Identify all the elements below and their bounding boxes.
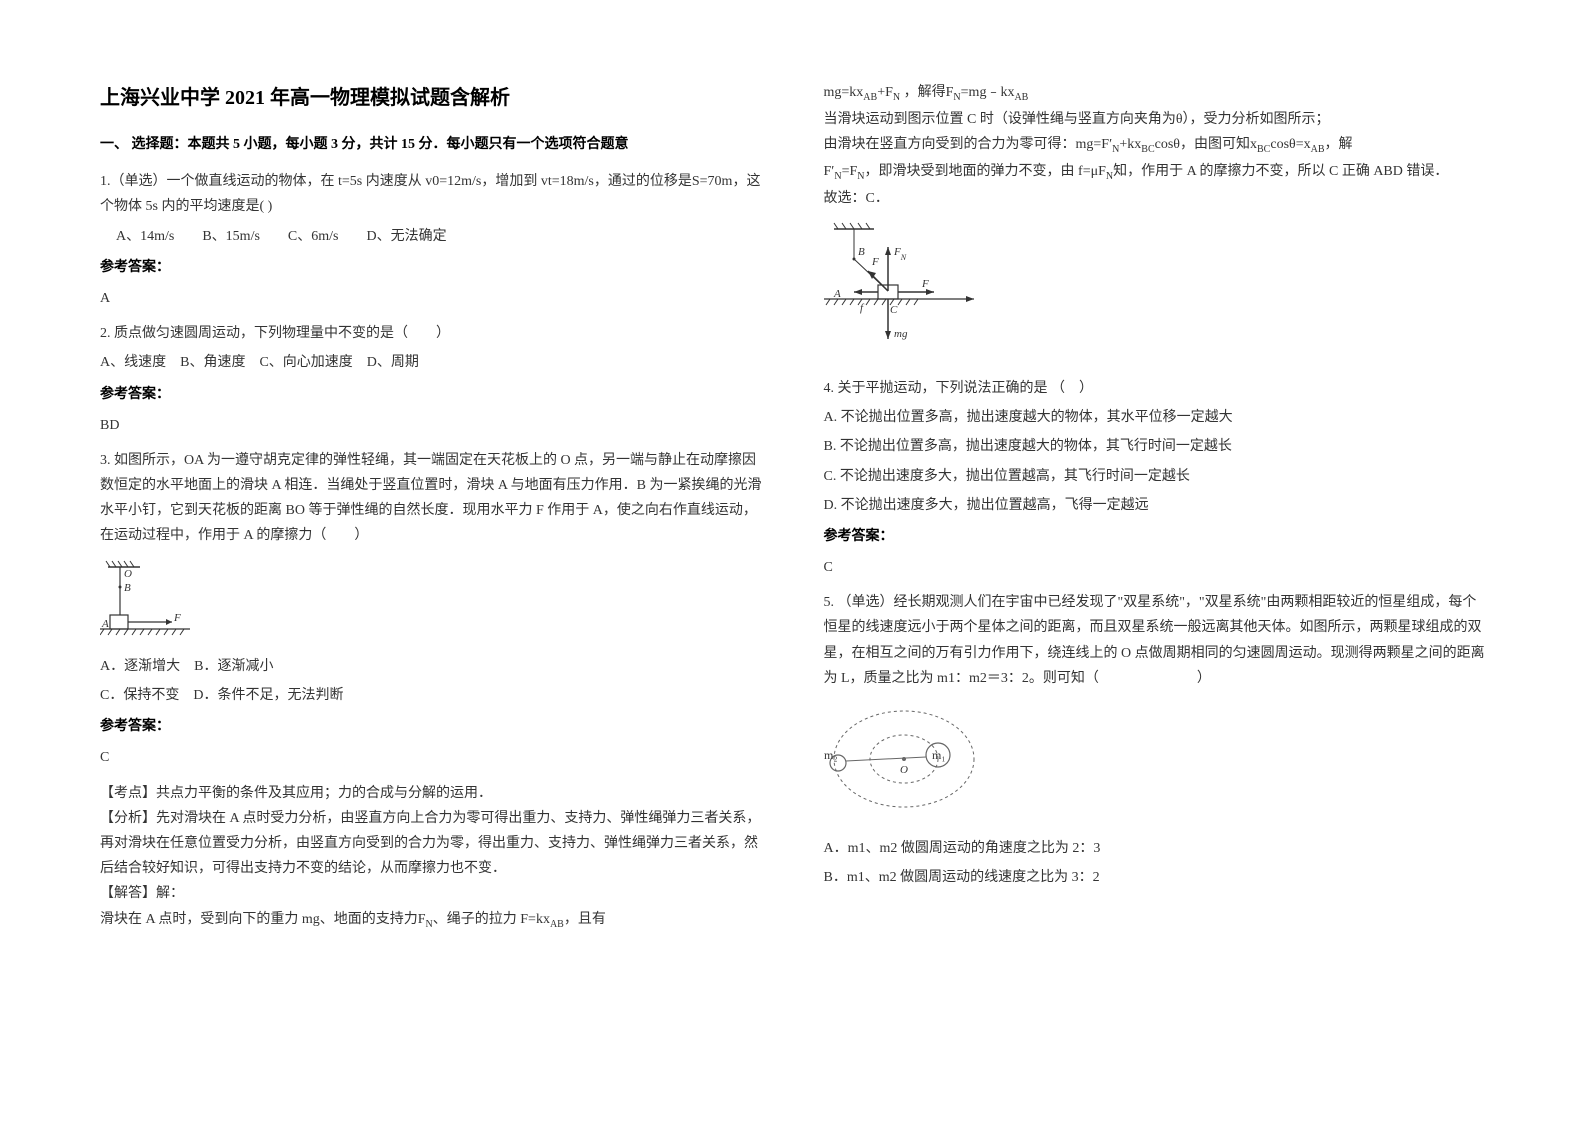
- question-option: A．m1、m2 做圆周运动的角速度之比为 2：3: [824, 836, 1488, 861]
- question-option: A．逐渐增大 B．逐渐减小: [100, 654, 764, 679]
- analysis-line: 由滑块在竖直方向受到的合力为零可得：mg=F′N+kxBCcosθ，由图可知xB…: [824, 132, 1488, 159]
- formula: xBC: [1134, 137, 1154, 152]
- formula: xBCcosθ: [1250, 137, 1296, 152]
- svg-text:B: B: [858, 246, 865, 258]
- answer-label: 参考答案：: [824, 524, 1488, 549]
- formula: xAB: [1007, 85, 1028, 100]
- svg-text:FN: FN: [893, 246, 907, 262]
- svg-text:m₂: m₂: [824, 748, 838, 762]
- formula: FN: [850, 164, 865, 179]
- text-fragment: =mg﹣k: [961, 85, 1008, 100]
- text-fragment: ，解得: [904, 85, 946, 100]
- text-fragment: 由滑块在竖直方向受到的合力为零可得：mg=: [824, 137, 1102, 152]
- left-column: 上海兴业中学 2021 年高一物理模拟试题含解析 一、 选择题：本题共 5 小题…: [100, 80, 764, 1082]
- svg-text:A: A: [101, 618, 109, 630]
- text-fragment: 知，作用于 A 的摩擦力不变，所以 C 正确 ABD 错误．: [1113, 164, 1448, 179]
- svg-text:m₁: m₁: [932, 748, 946, 762]
- text-fragment: 滑块在 A 点时，受到向下的重力 mg、地面的支持力: [100, 912, 418, 927]
- question-4: 4. 关于平抛运动，下列说法正确的是 （ ） A. 不论抛出位置多高，抛出速度越…: [824, 376, 1488, 580]
- svg-text:O: O: [124, 568, 132, 580]
- question-text: 5. （单选）经长期观测人们在宇宙中已经发现了"双星系统"，"双星系统"由两颗相…: [824, 590, 1488, 691]
- question-option: A. 不论抛出位置多高，抛出速度越大的物体，其水平位移一定越大: [824, 405, 1488, 430]
- analysis-jieda: 【解答】解：: [100, 881, 764, 906]
- question-1: 1.（单选）一个做直线运动的物体，在 t=5s 内速度从 v0=12m/s，增加…: [100, 169, 764, 311]
- analysis-fenxi: 【分析】先对滑块在 A 点时受力分析，由竖直方向上合力为零可得出重力、支持力、弹…: [100, 806, 764, 882]
- question-option: B．m1、m2 做圆周运动的线速度之比为 3：2: [824, 865, 1488, 890]
- section-header: 一、 选择题：本题共 5 小题，每小题 3 分，共计 15 分．每小题只有一个选…: [100, 132, 764, 157]
- answer-label: 参考答案：: [100, 714, 764, 739]
- svg-text:f: f: [860, 302, 865, 314]
- analysis-line: 故选：C．: [824, 186, 1488, 211]
- svg-text:A: A: [833, 288, 841, 300]
- right-column: mg=kxAB+FN ，解得FN=mg﹣kxAB 当滑块运动到图示位置 C 时（…: [824, 80, 1488, 1082]
- analysis-line: 滑块在 A 点时，受到向下的重力 mg、地面的支持力FN、绳子的拉力 F=kxA…: [100, 907, 764, 934]
- formula: FN: [946, 85, 961, 100]
- figure-q5: m₁ m₂ O: [824, 699, 1488, 828]
- text-fragment: +k: [1119, 137, 1134, 152]
- question-text: 2. 质点做匀速圆周运动，下列物理量中不变的是（ ）: [100, 321, 764, 346]
- text-fragment: mg=k: [824, 85, 857, 100]
- text-fragment: ，且有: [564, 912, 606, 927]
- svg-text:C: C: [890, 304, 898, 316]
- answer-label: 参考答案：: [100, 382, 764, 407]
- svg-text:F: F: [871, 256, 879, 268]
- answer-label: 参考答案：: [100, 255, 764, 280]
- question-text: 3. 如图所示，OA 为一遵守胡克定律的弹性轻绳，其一端固定在天花板上的 O 点…: [100, 448, 764, 549]
- formula: xAB: [1304, 137, 1325, 152]
- text-fragment: ，即滑块受到地面的弹力不变，由 f=μ: [865, 164, 1099, 179]
- analysis-line: 当滑块运动到图示位置 C 时（设弹性绳与竖直方向夹角为θ），受力分析如图所示；: [824, 107, 1488, 132]
- question-text: 4. 关于平抛运动，下列说法正确的是 （ ）: [824, 376, 1488, 401]
- svg-text:F: F: [173, 612, 181, 624]
- answer-value: C: [100, 745, 764, 770]
- text-fragment: =: [1296, 137, 1304, 152]
- question-2: 2. 质点做匀速圆周运动，下列物理量中不变的是（ ） A、线速度 B、角速度 C…: [100, 321, 764, 438]
- figure-q3-force: B F FN A F: [824, 219, 1488, 368]
- formula: xAB: [543, 912, 564, 927]
- answer-value: A: [100, 286, 764, 311]
- analysis-line: mg=kxAB+FN ，解得FN=mg﹣kxAB: [824, 80, 1488, 107]
- formula: F′N: [824, 164, 842, 179]
- text-fragment: =: [842, 164, 850, 179]
- text-fragment: 、绳子的拉力 F=k: [433, 912, 543, 927]
- svg-text:F: F: [921, 278, 929, 290]
- question-options: A、14m/s B、15m/s C、6m/s D、无法确定: [116, 224, 764, 249]
- question-text: 1.（单选）一个做直线运动的物体，在 t=5s 内速度从 v0=12m/s，增加…: [100, 169, 764, 219]
- formula: F′N: [1101, 137, 1119, 152]
- analysis-line: F′N=FN，即滑块受到地面的弹力不变，由 f=μFN知，作用于 A 的摩擦力不…: [824, 159, 1488, 186]
- question-option: D. 不论抛出速度多大，抛出位置越高，飞得一定越远: [824, 493, 1488, 518]
- svg-text:B: B: [124, 582, 131, 594]
- figure-q3: O B A F: [100, 557, 764, 646]
- document-title: 上海兴业中学 2021 年高一物理模拟试题含解析: [100, 80, 764, 116]
- text-fragment: cosθ，由图可知: [1155, 137, 1250, 152]
- svg-text:O: O: [900, 764, 908, 776]
- question-option: B. 不论抛出位置多高，抛出速度越大的物体，其飞行时间一定越长: [824, 434, 1488, 459]
- formula: FN: [1098, 164, 1113, 179]
- question-options: A、线速度 B、角速度 C、向心加速度 D、周期: [100, 350, 764, 375]
- question-option: C. 不论抛出速度多大，抛出位置越高，其飞行时间一定越长: [824, 464, 1488, 489]
- analysis-kaodian: 【考点】共点力平衡的条件及其应用；力的合成与分解的运用．: [100, 781, 764, 806]
- svg-text:mg: mg: [894, 328, 908, 340]
- question-option: C．保持不变 D．条件不足，无法判断: [100, 683, 764, 708]
- formula: xAB+FN: [856, 85, 900, 100]
- question-5: 5. （单选）经长期观测人们在宇宙中已经发现了"双星系统"，"双星系统"由两颗相…: [824, 590, 1488, 890]
- text-fragment: ，解: [1325, 137, 1353, 152]
- answer-value: C: [824, 555, 1488, 580]
- formula: FN: [418, 912, 433, 927]
- answer-value: BD: [100, 413, 764, 438]
- question-3: 3. 如图所示，OA 为一遵守胡克定律的弹性轻绳，其一端固定在天花板上的 O 点…: [100, 448, 764, 933]
